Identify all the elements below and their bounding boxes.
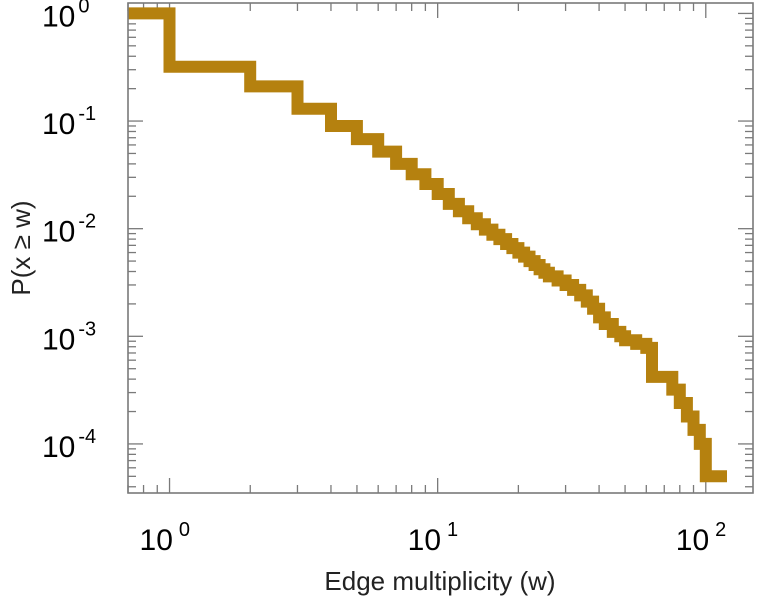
plot-frame (127, 2, 754, 494)
x-tick-label: 10 0 (140, 519, 191, 557)
y-major-ticks (128, 12, 753, 445)
y-minor-ticks (128, 17, 753, 488)
y-tick-label: 10 0 (42, 0, 90, 33)
y-tick-label: 10 -2 (42, 211, 96, 249)
x-minor-ticks (127, 3, 695, 493)
x-tick-label: 10 1 (408, 519, 459, 557)
x-tick-labels: 10 0 10 1 10 2 (140, 519, 727, 557)
x-tick-label: 10 2 (676, 519, 727, 557)
y-tick-label: 10 -3 (42, 318, 96, 356)
y-axis-label: P(x ≥ w) (6, 200, 36, 295)
y-tick-label: 10 -1 (42, 103, 96, 141)
x-axis-label: Edge multiplicity (w) (324, 566, 555, 596)
y-tick-label: 10 -4 (42, 426, 96, 464)
series-line-ccdf (128, 7, 727, 483)
